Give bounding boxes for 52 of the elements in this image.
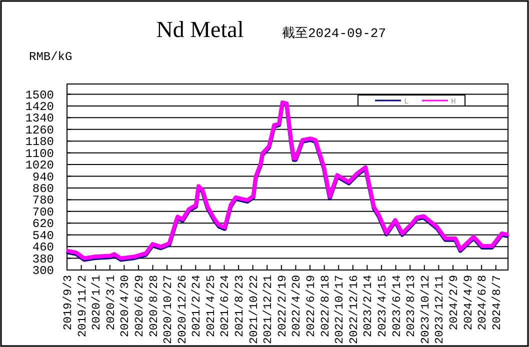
x-tick-label: 2023/10/12 — [419, 274, 432, 344]
x-tick-label: 2022/8/18 — [319, 274, 332, 338]
x-tick-label: 2023/8/13 — [405, 274, 418, 338]
y-tick-label: 940 — [32, 170, 54, 184]
y-tick-label: 1260 — [25, 123, 54, 138]
x-tick-label: 2020/12/26 — [176, 274, 190, 344]
x-tick-label: 2022/2/19 — [276, 274, 290, 338]
y-tick-label: 540 — [32, 228, 54, 243]
x-tick-label: 2022/12/16 — [348, 274, 361, 344]
x-tick-label: 2022/10/17 — [334, 275, 347, 344]
x-tick-label: 2024/4/9 — [462, 274, 476, 330]
y-tick-label: 380 — [32, 252, 54, 266]
x-tick-label: 2020/10/27 — [162, 275, 176, 344]
x-tick-label: 2021/10/22 — [248, 274, 261, 344]
y-tick-label: 1420 — [25, 100, 54, 114]
x-tick-label: 2020/8/28 — [148, 274, 161, 338]
x-tick-label: 2019/11/2 — [76, 274, 90, 338]
y-tick-label: 1500 — [25, 88, 54, 102]
x-tick-label: 2023/6/14 — [390, 274, 404, 338]
y-tick-label: 300 — [32, 264, 54, 278]
x-tick-label: 2023/2/14 — [362, 274, 376, 338]
y-tick-label: 620 — [32, 217, 54, 232]
x-tick-label: 2021/2/24 — [190, 274, 204, 338]
y-tick-label: 1020 — [25, 158, 54, 173]
y-tick-label: 860 — [32, 182, 54, 196]
x-tick-label: 2023/12/11 — [434, 274, 447, 344]
y-tick-label: 1100 — [25, 146, 54, 161]
x-tick-label: 2020/1/1 — [90, 274, 104, 330]
x-tick-label: 2021/4/25 — [204, 274, 218, 338]
y-tick-label: 780 — [32, 194, 54, 208]
legend-label: L — [404, 98, 409, 106]
x-tick-label: 2020/4/30 — [119, 274, 132, 338]
x-tick-label: 2020/6/29 — [133, 274, 146, 338]
chart-subtitle: 截至2024-09-27 — [282, 26, 386, 41]
legend-label: H — [451, 98, 456, 106]
y-tick-label: 460 — [32, 240, 54, 255]
x-tick-label: 2021/6/24 — [219, 274, 232, 338]
x-tick-label: 2024/6/8 — [476, 274, 490, 330]
y-axis-title: RMB/kG — [29, 50, 72, 64]
x-tick-label: 2024/2/9 — [448, 274, 461, 330]
y-tick-label: 700 — [32, 205, 54, 220]
x-tick-label: 2021/12/21 — [262, 274, 276, 344]
y-tick-label: 1340 — [25, 112, 54, 126]
title: Nd Metal — [156, 17, 244, 42]
y-tick-label: 1180 — [25, 135, 54, 150]
x-tick-label: 2020/3/1 — [104, 274, 118, 330]
x-tick-label: 2019/9/3 — [62, 274, 75, 330]
x-tick-label: 2022/6/19 — [305, 274, 318, 338]
x-tick-label: 2023/4/15 — [376, 274, 390, 338]
x-tick-label: 2021/8/23 — [234, 274, 247, 338]
x-tick-label: 2022/4/20 — [290, 274, 304, 338]
x-tick-label: 2024/8/7 — [490, 275, 504, 330]
